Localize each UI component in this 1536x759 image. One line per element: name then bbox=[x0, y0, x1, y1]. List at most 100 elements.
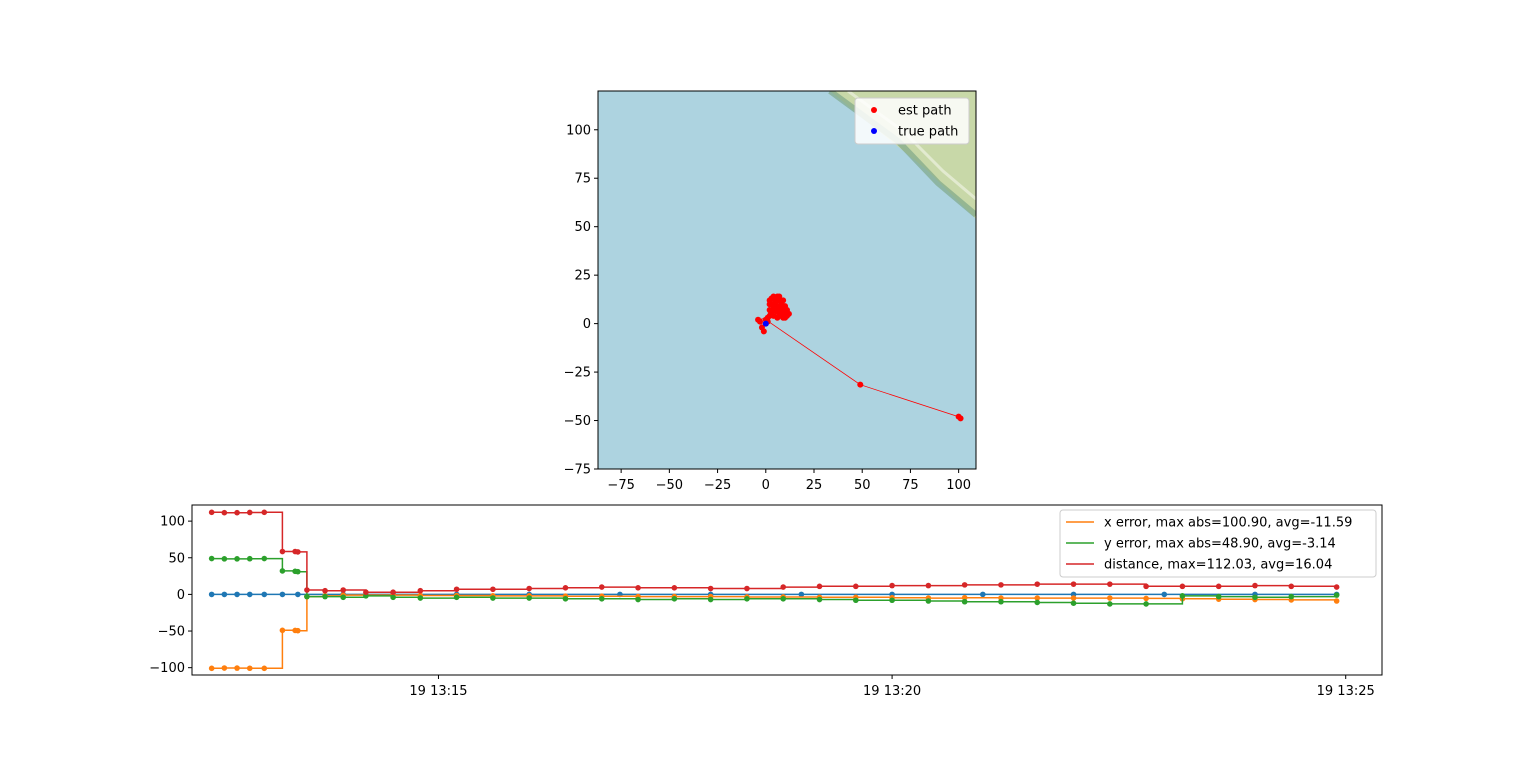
zero-reference-point bbox=[980, 591, 986, 598]
series-3-point bbox=[363, 589, 369, 595]
series-1-point bbox=[1107, 595, 1113, 601]
series-2-point bbox=[304, 593, 310, 600]
zero-reference-point bbox=[1161, 591, 1168, 598]
series-1-point bbox=[234, 665, 240, 671]
zero-reference-point bbox=[208, 591, 215, 598]
zero-reference-point bbox=[234, 591, 240, 598]
x-tick-label: 19 13:25 bbox=[1317, 684, 1375, 699]
series-1-point bbox=[221, 665, 228, 671]
series-3-point bbox=[780, 584, 787, 590]
series-1-line bbox=[211, 594, 1338, 670]
series-1-point bbox=[1143, 595, 1149, 602]
series-2-point bbox=[707, 596, 714, 603]
series-3-point bbox=[1333, 584, 1340, 590]
error-axes-frame bbox=[191, 504, 1383, 676]
x-tick-label: 0 bbox=[762, 478, 770, 493]
series-3-point bbox=[208, 509, 215, 516]
map-legend: est path true path bbox=[854, 97, 970, 145]
series-2-point bbox=[490, 595, 496, 601]
series-2-point bbox=[526, 595, 532, 601]
path-map-chart: −75 −50 −25 0 25 50 75 100 −75 −50 −25 0 25 50 75 100 es… bbox=[564, 90, 977, 493]
x-tick-label: −75 bbox=[607, 478, 634, 493]
series-3-point bbox=[1034, 581, 1041, 587]
series-2-point bbox=[295, 568, 301, 575]
est-path-point bbox=[772, 297, 779, 304]
legend-label: true path bbox=[898, 125, 958, 140]
series-3-point bbox=[417, 587, 424, 594]
y-tick-label: 50 bbox=[168, 551, 185, 566]
series-2-point bbox=[261, 555, 268, 562]
series-3-point bbox=[925, 582, 932, 589]
legend-label: est path bbox=[898, 104, 952, 119]
series-2-point bbox=[889, 597, 895, 604]
series-3-point bbox=[490, 586, 496, 593]
series-2-point bbox=[417, 595, 424, 601]
est-path-point bbox=[760, 328, 767, 335]
zero-reference-point bbox=[798, 591, 805, 598]
series-3-point bbox=[671, 585, 678, 591]
series-3-point bbox=[707, 585, 714, 592]
series-3-point bbox=[453, 586, 460, 593]
series-1-point bbox=[1034, 595, 1041, 601]
series-3-point bbox=[261, 509, 268, 516]
y-tick-label: 100 bbox=[566, 123, 591, 138]
est-path-point bbox=[782, 314, 789, 321]
series-2-point bbox=[816, 596, 823, 603]
series-3-point bbox=[304, 587, 310, 593]
series-2-point bbox=[998, 598, 1004, 605]
y-tick-label: −25 bbox=[564, 366, 591, 381]
series-3-point bbox=[1070, 581, 1077, 587]
series-2-point bbox=[780, 595, 787, 602]
y-tick-label: 0 bbox=[177, 588, 185, 603]
series-2-point bbox=[221, 556, 228, 562]
est-path-point bbox=[955, 413, 962, 420]
zero-reference-point bbox=[246, 591, 253, 598]
zero-reference-point bbox=[279, 591, 286, 598]
series-3-point bbox=[961, 582, 968, 588]
series-2-point bbox=[961, 598, 968, 605]
series-3-point bbox=[234, 509, 240, 516]
series-3-point bbox=[1107, 581, 1113, 587]
series-2-point bbox=[1252, 594, 1258, 601]
est-path-point bbox=[755, 316, 762, 323]
series-3-point bbox=[390, 589, 396, 595]
y-tick-label: −75 bbox=[564, 463, 591, 478]
series-1-point bbox=[246, 665, 253, 672]
series-2-point bbox=[1333, 592, 1340, 598]
series-1-point bbox=[261, 665, 268, 672]
series-3-point bbox=[1179, 583, 1186, 590]
series-2-point bbox=[1179, 593, 1186, 599]
legend-marker bbox=[871, 107, 877, 113]
series-3-point bbox=[221, 509, 228, 516]
x-tick-label: 50 bbox=[854, 478, 871, 493]
est-path-point bbox=[780, 297, 787, 304]
est-path-point bbox=[766, 297, 773, 304]
legend-box bbox=[854, 97, 970, 145]
series-2-point bbox=[208, 555, 215, 562]
y-tick-label: 50 bbox=[574, 220, 591, 235]
series-1-point bbox=[208, 665, 215, 672]
series-3-point bbox=[998, 582, 1004, 588]
series-3-point bbox=[852, 583, 859, 590]
y-tick-label: −50 bbox=[158, 625, 185, 640]
series-3-point bbox=[635, 585, 641, 591]
legend-label: y error, max abs=48.90, avg=-3.14 bbox=[1104, 537, 1336, 552]
series-2-point bbox=[1143, 601, 1149, 607]
y-tick-label: 75 bbox=[574, 172, 591, 187]
series-2-point bbox=[322, 593, 328, 600]
series-1-point bbox=[279, 627, 286, 634]
est-path-point bbox=[766, 312, 773, 319]
zero-reference-point bbox=[261, 591, 268, 598]
est-path-point bbox=[785, 310, 792, 317]
y-tick-label: −50 bbox=[564, 414, 591, 429]
series-3-point bbox=[598, 584, 605, 590]
series-3-point bbox=[1215, 583, 1222, 590]
series-2-point bbox=[1107, 601, 1113, 607]
legend-label: x error, max abs=100.90, avg=-11.59 bbox=[1104, 516, 1352, 531]
series-1-point bbox=[961, 594, 968, 601]
series-2-point bbox=[1215, 593, 1222, 600]
series-3-point bbox=[1252, 582, 1258, 589]
x-tick-label: 75 bbox=[902, 478, 919, 493]
series-2-point bbox=[234, 556, 240, 562]
